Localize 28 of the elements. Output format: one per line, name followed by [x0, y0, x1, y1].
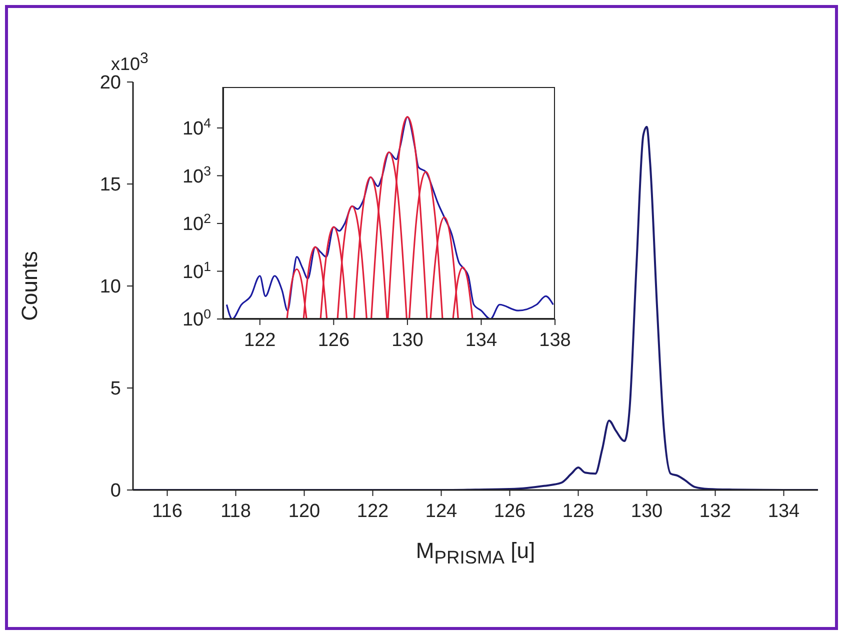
x-tick-label: 128: [562, 501, 594, 522]
x-tick-label: 116: [152, 501, 182, 522]
text: x10$^{3}$: [111, 50, 148, 75]
x-tick-label: 134: [465, 330, 498, 351]
y-tick-label: 0: [110, 480, 121, 502]
y-tick-label: 10: [100, 276, 121, 298]
y-tick-label: 10$^{4}$: [182, 115, 211, 140]
y-tick-label: 10$^{2}$: [182, 210, 211, 236]
y-tick-label: 20: [100, 72, 121, 94]
x-tick-label: 132: [699, 501, 732, 522]
y-axis-title: Counts: [17, 251, 43, 321]
x-tick-label: 130: [392, 330, 424, 351]
x-tick-label: 126: [494, 501, 526, 522]
y-tick-label: 5: [110, 378, 121, 400]
x-tick-label: 126: [318, 330, 350, 351]
x-tick-label: 134: [768, 501, 800, 522]
y-tick-label: 15: [100, 174, 121, 196]
y-tick-label: 10$^{1}$: [182, 258, 211, 283]
x-tick-label: 122: [244, 330, 276, 351]
x-tick-label: 138: [539, 330, 571, 351]
y-tick-label: 10$^{3}$: [182, 162, 211, 188]
y-tick-label: 10$^{0}$: [182, 306, 211, 331]
x-tick-label: 120: [288, 501, 320, 522]
x-axis-title: M$_{PRISMA}$ [u]: [414, 538, 536, 568]
x-tick-label: 122: [356, 501, 389, 522]
x-tick-label: 130: [630, 501, 663, 522]
x-tick-label: 124: [425, 501, 458, 522]
x-tick-label: 118: [220, 501, 251, 522]
